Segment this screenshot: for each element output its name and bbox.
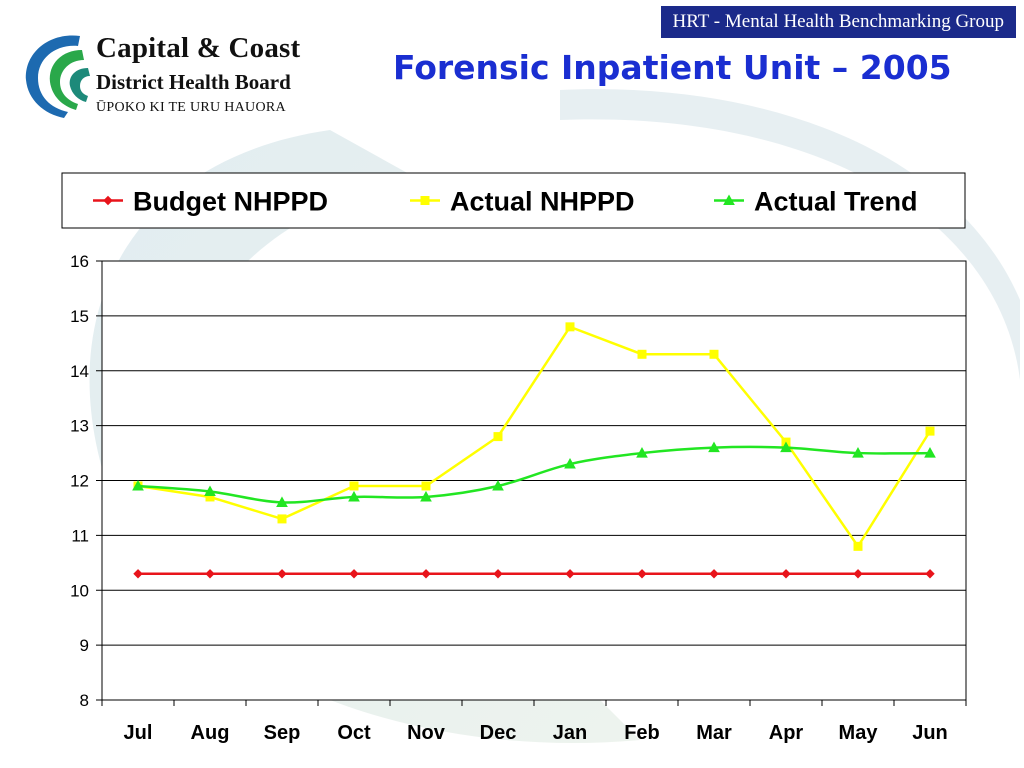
x-tick-label: Mar	[696, 722, 732, 744]
data-point	[637, 349, 647, 359]
x-tick-label: Feb	[624, 722, 660, 744]
y-tick-label: 15	[70, 307, 89, 326]
data-point	[852, 447, 864, 458]
data-point	[708, 441, 720, 453]
legend-label: Budget NHPPD	[133, 187, 328, 217]
data-point	[709, 349, 719, 359]
data-point	[277, 569, 287, 579]
legend-marker	[103, 195, 113, 206]
data-point	[420, 490, 432, 502]
series-line-2	[137, 445, 931, 504]
series-line-1	[137, 325, 932, 549]
legend-marker	[420, 196, 430, 205]
data-point	[493, 569, 503, 579]
data-point	[925, 569, 935, 579]
x-tick-label: Oct	[337, 722, 371, 744]
data-point	[924, 447, 936, 458]
data-point	[133, 569, 143, 579]
page-title: Forensic Inpatient Unit – 2005	[393, 48, 952, 87]
x-tick-label: Jul	[124, 722, 153, 744]
logo-line-1: Capital & Coast	[96, 32, 301, 64]
data-point	[925, 426, 935, 436]
y-tick-label: 9	[80, 636, 89, 655]
header-tag: HRT - Mental Health Benchmarking Group	[660, 6, 1016, 38]
data-point	[565, 569, 575, 579]
legend-label: Actual NHPPD	[450, 187, 635, 217]
x-tick-label: Jan	[553, 722, 587, 744]
data-point	[421, 481, 431, 491]
data-point	[853, 541, 863, 551]
y-tick-label: 16	[70, 252, 89, 271]
x-tick-label: Jun	[912, 722, 948, 744]
data-point	[780, 441, 792, 453]
data-point	[781, 569, 791, 579]
data-point	[204, 485, 216, 496]
data-point	[565, 322, 575, 332]
data-point	[853, 569, 863, 579]
data-point	[637, 569, 647, 579]
legend-box	[61, 172, 966, 229]
x-tick-label: Apr	[769, 722, 804, 744]
y-tick-label: 10	[70, 581, 89, 600]
data-point	[276, 496, 288, 507]
data-point	[349, 481, 359, 491]
data-point	[492, 479, 504, 491]
organization-logo: Capital & Coast District Health Board ŪP…	[18, 28, 340, 120]
y-tick-label: 12	[70, 472, 89, 491]
logo-line-2: District Health Board	[96, 70, 291, 94]
data-point	[132, 479, 144, 491]
x-tick-label: May	[839, 722, 879, 744]
data-point	[421, 569, 431, 579]
data-point	[348, 490, 360, 502]
x-tick-label: Sep	[264, 722, 301, 744]
data-point	[205, 569, 215, 579]
legend-label: Actual Trend	[754, 187, 918, 217]
data-point	[493, 432, 503, 442]
data-point	[277, 514, 287, 524]
x-tick-label: Nov	[407, 722, 446, 744]
data-point	[349, 569, 359, 579]
y-tick-label: 14	[70, 362, 89, 381]
data-point	[636, 447, 648, 458]
data-point	[709, 569, 719, 579]
data-point	[564, 458, 576, 469]
legend-marker	[723, 194, 735, 205]
x-tick-label: Aug	[191, 722, 230, 744]
y-tick-label: 11	[71, 526, 89, 545]
logo-swirl-icon	[25, 35, 90, 118]
y-tick-label: 8	[80, 691, 89, 710]
y-tick-label: 13	[70, 417, 89, 436]
x-tick-label: Dec	[480, 722, 517, 744]
logo-line-3: ŪPOKO KI TE URU HAUORA	[96, 100, 286, 115]
